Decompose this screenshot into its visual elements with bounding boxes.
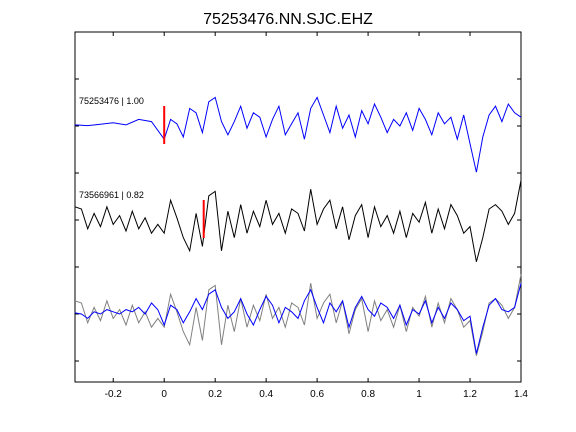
chart-title: 75253476.NN.SJC.EHZ [203, 11, 373, 28]
x-tick-label: 1.2 [463, 389, 477, 400]
trace-1-line [74, 96, 522, 173]
x-tick-label: 1 [416, 389, 422, 400]
x-tick-label: 1.4 [514, 389, 528, 400]
x-tick-label: 0.6 [310, 389, 324, 400]
traces-group: 75253476 | 1.00 73566961 | 0.82 [74, 96, 522, 356]
x-tick-label: 0.8 [361, 389, 375, 400]
trace-1-label: 75253476 | 1.00 [79, 96, 144, 106]
x-tick-label: 0.2 [208, 389, 222, 400]
trace-3-line [74, 283, 522, 354]
trace-3-overlay-line [74, 274, 522, 356]
x-tick-label: 0.4 [259, 389, 273, 400]
axis-ticks: -0.2 0 0.2 0.4 0.6 0.8 1 1.2 1.4 [75, 31, 528, 400]
trace-2-label: 73566961 | 0.82 [79, 190, 144, 200]
trace-2-line [74, 180, 522, 262]
x-tick-label: -0.2 [105, 389, 123, 400]
x-tick-label: 0 [161, 389, 167, 400]
plot-area [74, 31, 522, 383]
